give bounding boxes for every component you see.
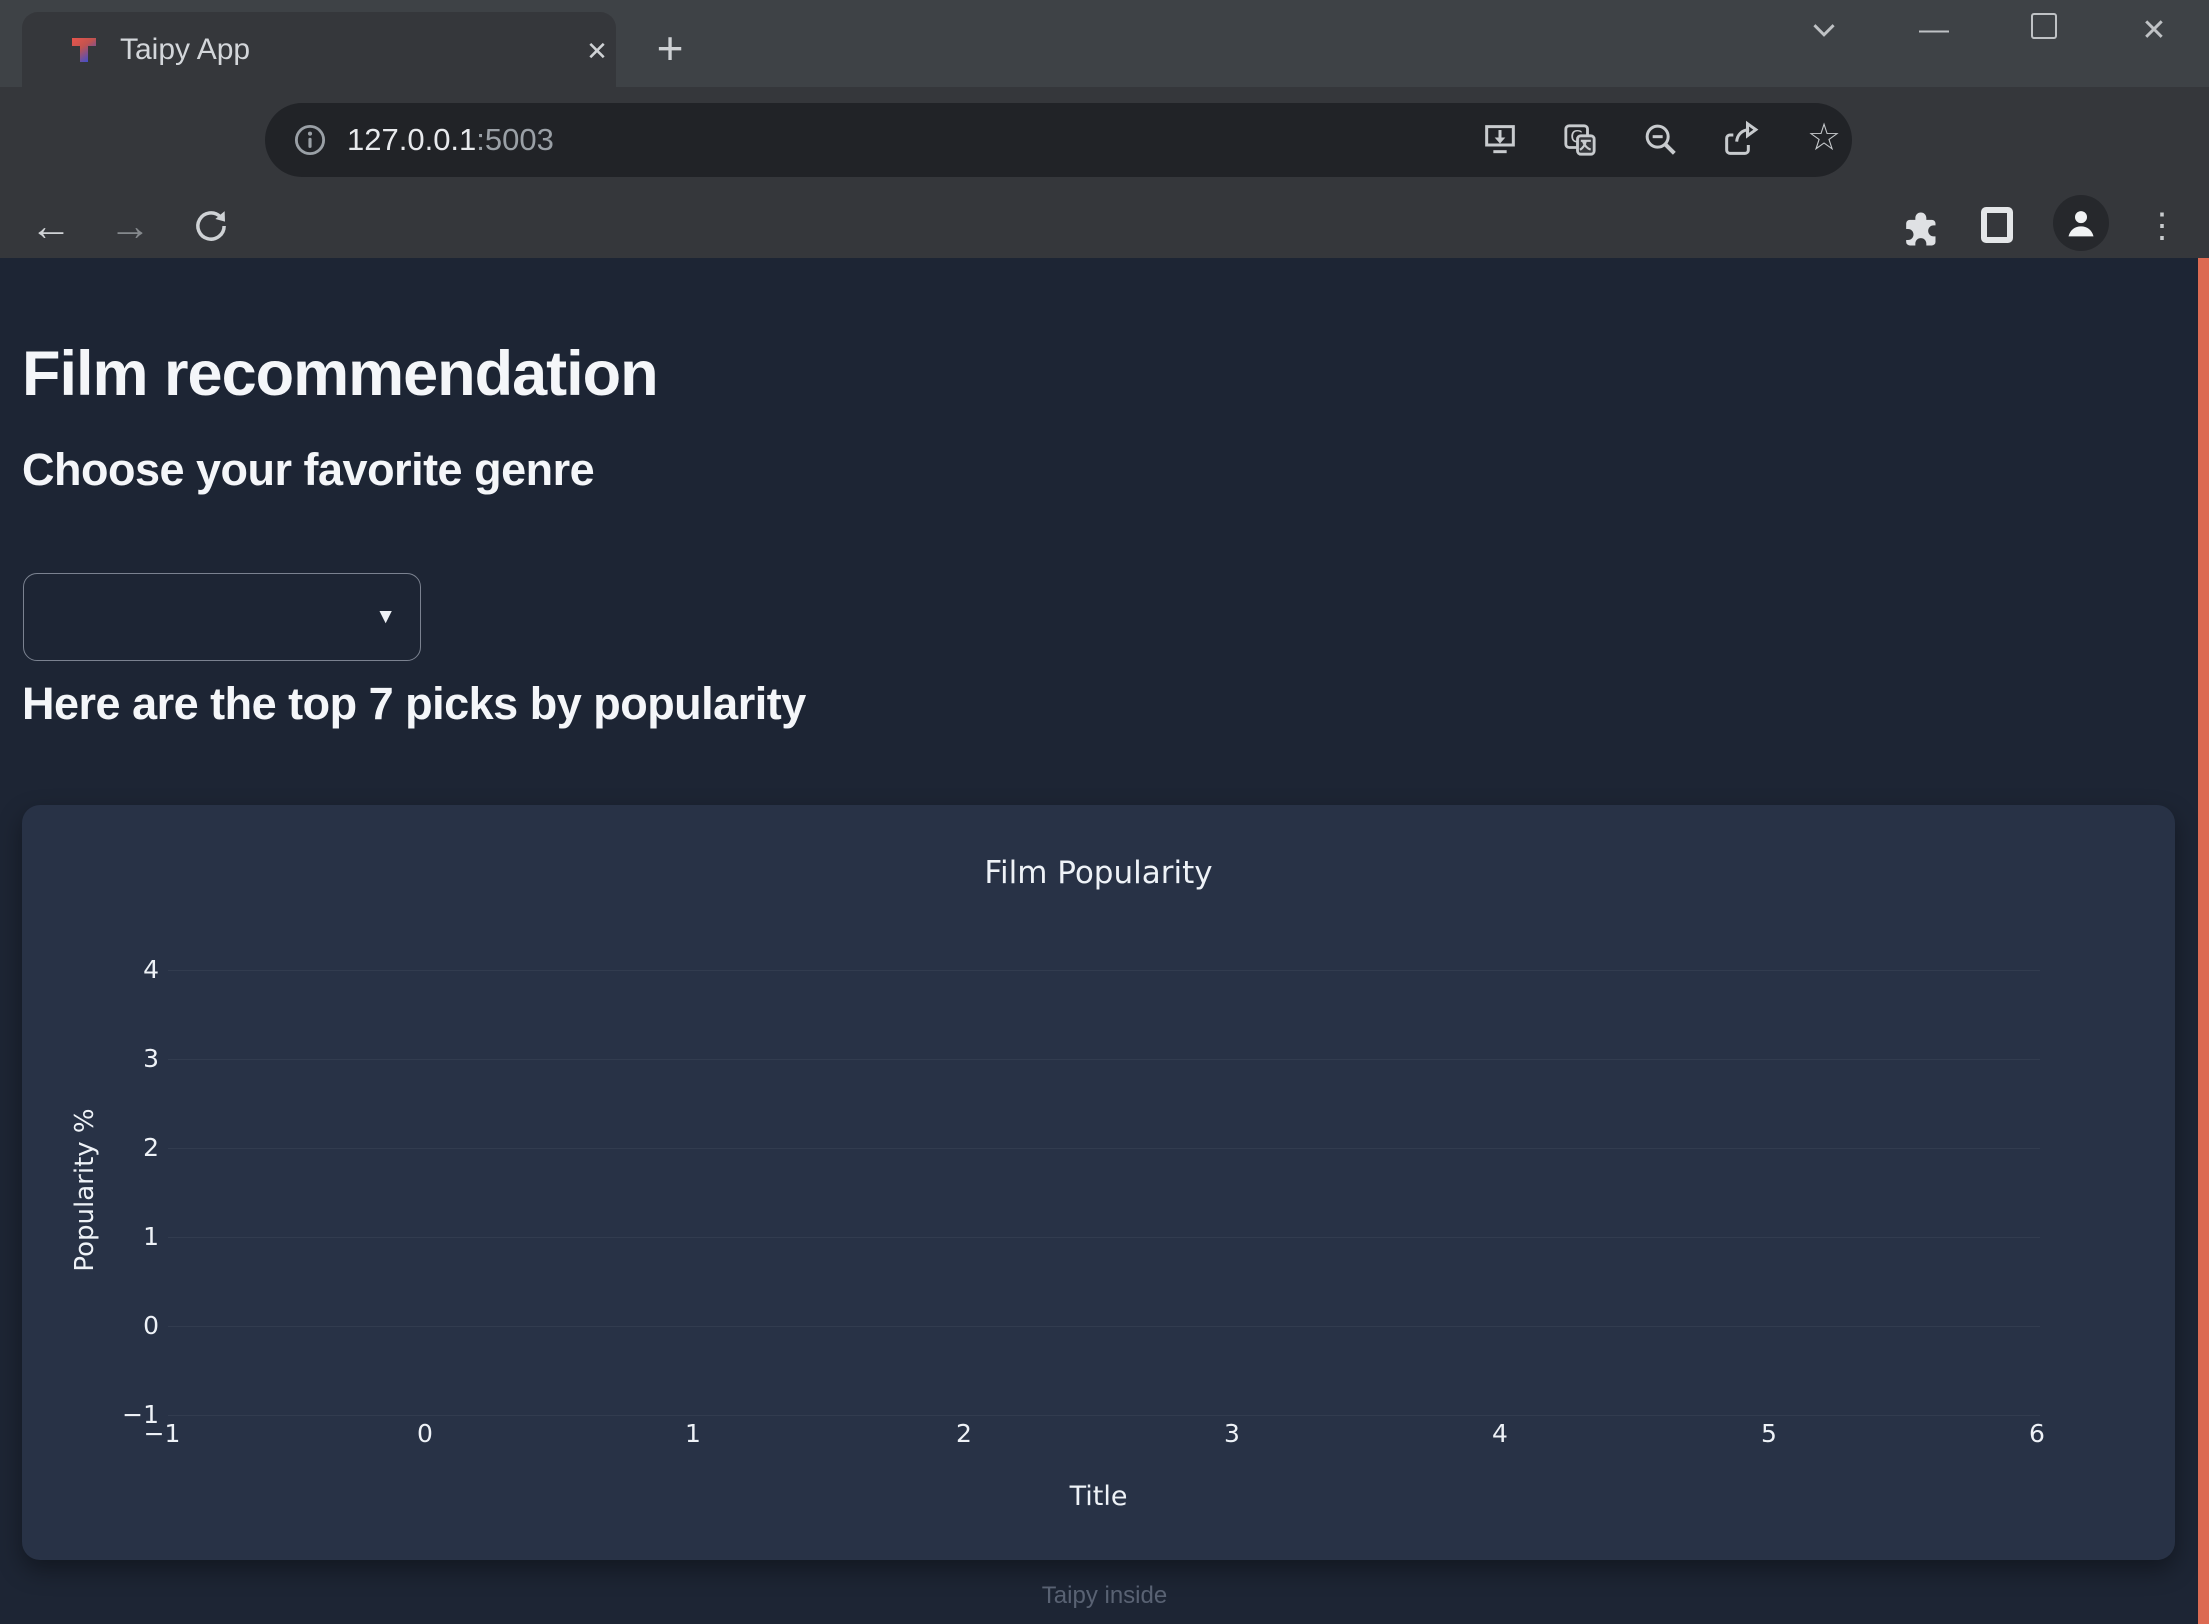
chart-title: Film Popularity: [984, 855, 1213, 891]
genre-heading: Choose your favorite genre: [22, 444, 595, 495]
page-scrollbar[interactable]: [2198, 258, 2209, 1624]
y-tick-label: 4: [143, 955, 159, 984]
x-tick-label: 0: [417, 1419, 433, 1448]
side-panel-icon[interactable]: [1981, 207, 2013, 243]
x-tick-label: 3: [1224, 1419, 1240, 1448]
tab-title: Taipy App: [120, 33, 251, 66]
url-port: :5003: [476, 122, 554, 157]
picks-heading: Here are the top 7 picks by popularity: [22, 678, 806, 729]
back-button[interactable]: ←: [30, 202, 72, 249]
site-info-icon[interactable]: [291, 121, 329, 159]
browser-tab[interactable]: Taipy App ✕: [22, 12, 616, 87]
new-tab-button[interactable]: +: [656, 22, 684, 74]
browser-toolbar: ← → 127.0.0.1:5003: [0, 87, 2209, 258]
y-tick-label: −1: [122, 1400, 159, 1429]
gridline: [168, 1326, 2040, 1327]
y-tick-label: 3: [143, 1044, 159, 1073]
chevron-down-icon: ▼: [375, 605, 396, 628]
tab-close-icon[interactable]: ✕: [586, 36, 608, 66]
x-tick-label: 5: [1761, 1419, 1777, 1448]
tab-strip: Taipy App ✕ + — ✕: [0, 0, 2209, 87]
gridline: [168, 1415, 2040, 1416]
install-download-icon[interactable]: [1480, 120, 1520, 160]
y-tick-label: 1: [143, 1222, 159, 1251]
minimize-button[interactable]: —: [1919, 13, 1949, 46]
taipy-favicon-icon: [68, 34, 100, 66]
maximize-button[interactable]: [1989, 13, 2099, 47]
x-tick-label: 4: [1492, 1419, 1508, 1448]
profile-avatar[interactable]: [2053, 195, 2109, 251]
url-text[interactable]: 127.0.0.1:5003: [347, 103, 554, 177]
bookmark-star-icon[interactable]: ☆: [1806, 117, 1842, 159]
x-tick-label: 1: [685, 1419, 701, 1448]
maximize-icon: [2031, 13, 2057, 39]
tab-search-chevron-icon[interactable]: [1769, 22, 1879, 38]
url-bar[interactable]: 127.0.0.1:5003 G: [265, 103, 1852, 177]
gridline: [168, 970, 2040, 971]
x-tick-label: 2: [956, 1419, 972, 1448]
genre-dropdown[interactable]: ▼: [23, 573, 421, 661]
x-tick-label: −1: [143, 1419, 181, 1448]
forward-button[interactable]: →: [109, 202, 151, 249]
gridline: [168, 1237, 2040, 1238]
translate-icon[interactable]: G: [1560, 120, 1600, 160]
share-icon[interactable]: [1720, 120, 1760, 160]
gridline: [168, 1059, 2040, 1060]
window-controls: — ✕: [1769, 0, 2209, 60]
gridline: [168, 1148, 2040, 1149]
y-axis-title: Popularity %: [70, 1108, 100, 1272]
y-tick-label: 0: [143, 1311, 159, 1340]
person-icon: [2068, 211, 2094, 237]
x-axis-title: Title: [1069, 1481, 1128, 1512]
taipy-footer: Taipy inside: [1041, 1582, 1168, 1609]
taipy-page: Film recommendation Choose your favorite…: [0, 258, 2209, 1624]
close-window-button[interactable]: ✕: [2141, 13, 2167, 47]
x-tick-label: 6: [2029, 1419, 2045, 1448]
zoom-out-icon[interactable]: [1641, 120, 1681, 160]
page-title: Film recommendation: [22, 339, 659, 409]
url-host: 127.0.0.1: [347, 122, 477, 157]
extensions-puzzle-icon[interactable]: [1897, 207, 1941, 251]
browser-menu-icon[interactable]: ⋮: [2145, 207, 2179, 245]
film-popularity-chart[interactable]: Film Popularity 4 3 2 1 0 −1 Popularity …: [22, 805, 2175, 1560]
y-tick-label: 2: [143, 1133, 159, 1162]
reload-button[interactable]: [176, 191, 246, 261]
